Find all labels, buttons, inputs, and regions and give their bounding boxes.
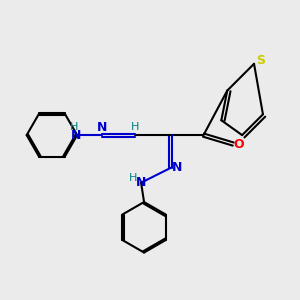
Text: N: N	[172, 161, 182, 174]
Text: H: H	[129, 173, 137, 183]
Text: S: S	[256, 54, 265, 67]
Text: N: N	[70, 129, 81, 142]
Text: N: N	[97, 121, 108, 134]
Text: N: N	[136, 176, 146, 189]
Text: H: H	[70, 122, 78, 132]
Text: O: O	[234, 138, 244, 151]
Text: H: H	[131, 122, 139, 132]
